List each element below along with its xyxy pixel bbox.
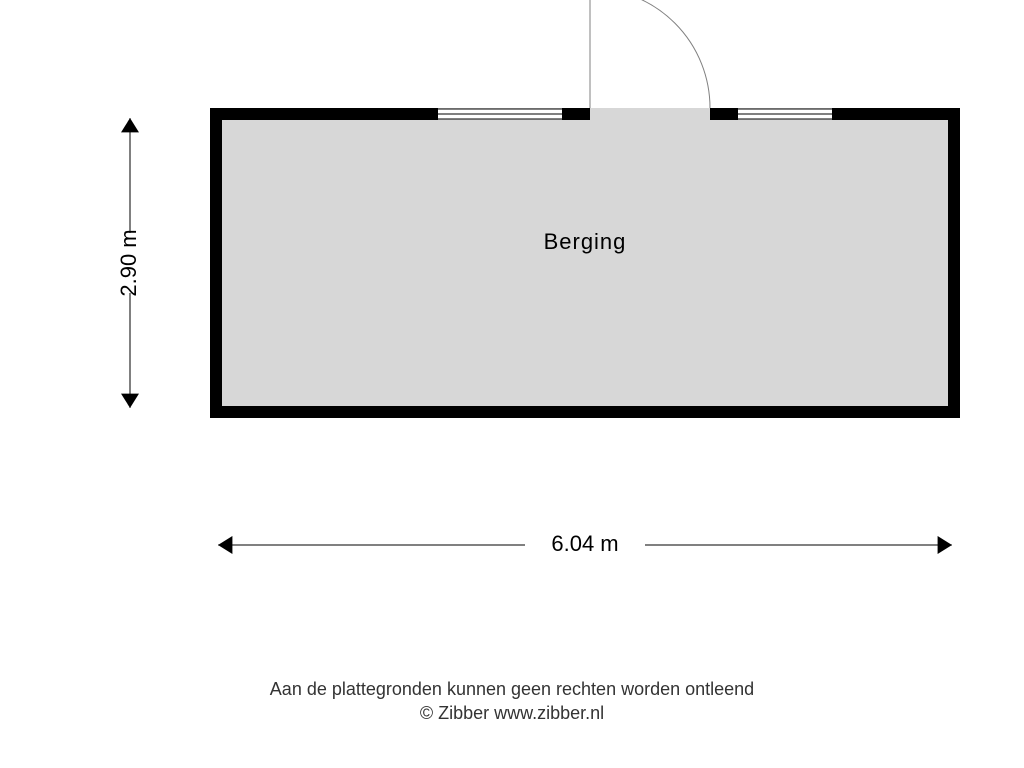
footer-line-1: Aan de plattegronden kunnen geen rechten…	[270, 679, 754, 699]
dim-vertical-label: 2.90 m	[116, 229, 141, 296]
footer-line-2: © Zibber www.zibber.nl	[420, 703, 604, 723]
dim-horizontal-label: 6.04 m	[551, 531, 618, 556]
window-2-jamb-left	[730, 108, 738, 120]
wall-opening	[590, 108, 710, 120]
room-label: Berging	[544, 229, 627, 254]
room-floor	[222, 120, 948, 406]
window-1-jamb-right	[562, 108, 570, 120]
window-2-jamb-right	[832, 108, 840, 120]
window-1-jamb-left	[430, 108, 438, 120]
door-jamb-left	[582, 108, 590, 120]
door-jamb-right	[710, 108, 718, 120]
